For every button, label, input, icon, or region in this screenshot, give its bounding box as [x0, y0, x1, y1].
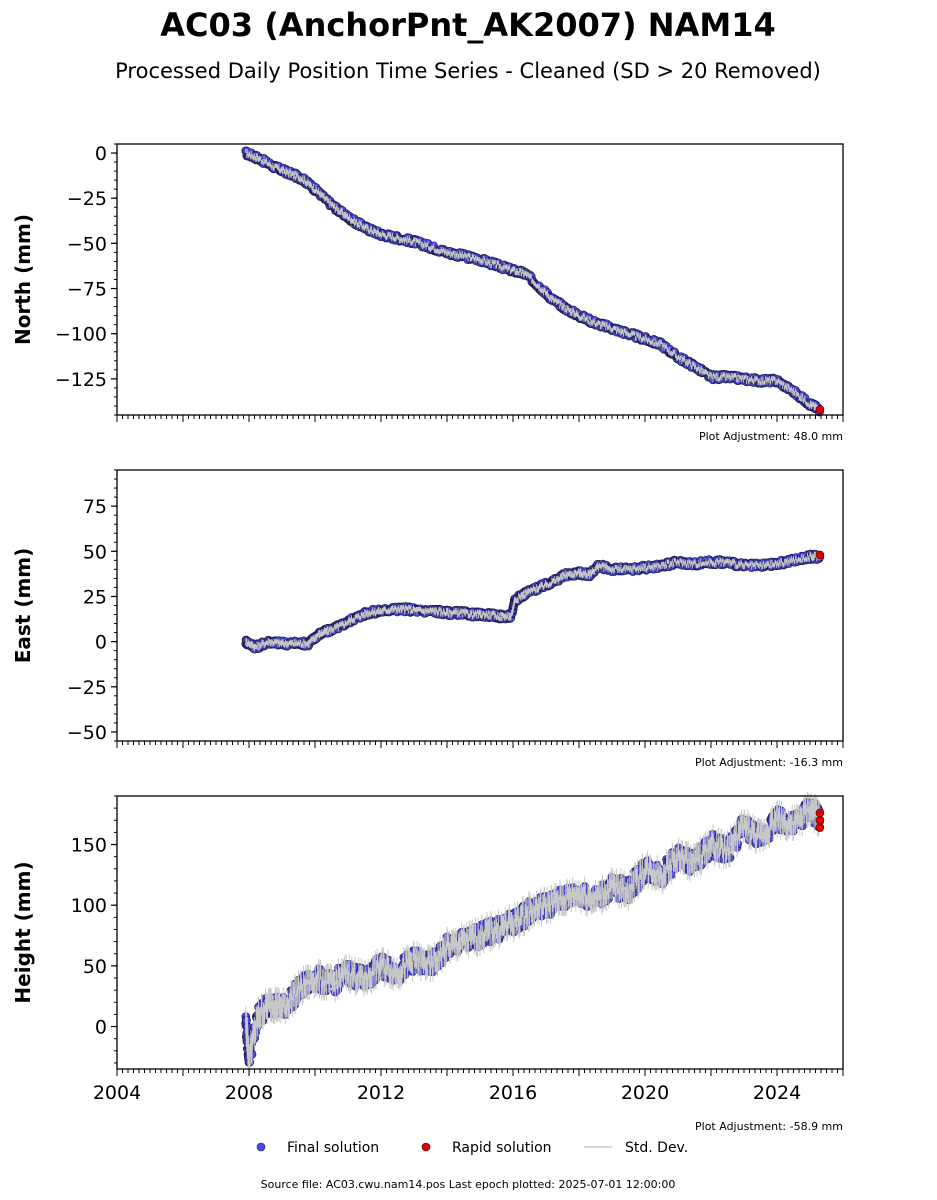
rapid-point — [815, 550, 825, 560]
east-plot-frame — [116, 469, 844, 742]
y-tick-label: −50 — [67, 722, 107, 744]
north-std-bars — [245, 148, 821, 414]
north-y-axis-label: North (mm) — [11, 214, 35, 345]
panels: 0 −25 −50 −75 −100 −125 North (mm) Plot Adjustm… — [11, 143, 844, 1133]
north-plot-adjustment: Plot Adjustment: 48.0 mm — [699, 430, 843, 443]
y-tick-label: 25 — [83, 586, 107, 608]
east-y-axis-label: East (mm) — [11, 548, 35, 664]
y-tick-label: −25 — [67, 188, 107, 210]
y-tick-label: 0 — [95, 632, 107, 654]
chart-title: AC03 (AnchorPnt_AK2007) NAM14 — [160, 6, 775, 44]
east-rapid-points — [815, 550, 825, 560]
north-panel: 0 −25 −50 −75 −100 −125 North (mm) Plot Adjustm… — [11, 143, 844, 443]
y-tick-label: 0 — [95, 143, 107, 165]
y-tick-label: 75 — [83, 496, 107, 518]
east-panel: 75 50 25 0 −25 −50 East (mm) Plot Adjustment: -… — [11, 469, 844, 769]
chart-subtitle: Processed Daily Position Time Series - C… — [115, 59, 821, 83]
north-rapid-points — [815, 405, 825, 414]
y-tick-label: 50 — [83, 541, 107, 563]
y-tick-label: −25 — [67, 677, 107, 699]
east-std-bars — [245, 551, 821, 652]
y-tick-label: −75 — [67, 279, 107, 301]
y-tick-label: −50 — [67, 233, 107, 255]
y-tick-label: −100 — [55, 324, 107, 346]
y-tick-label: −125 — [55, 369, 107, 391]
rapid-point — [815, 405, 825, 414]
east-plot-adjustment: Plot Adjustment: -16.3 mm — [695, 756, 843, 769]
